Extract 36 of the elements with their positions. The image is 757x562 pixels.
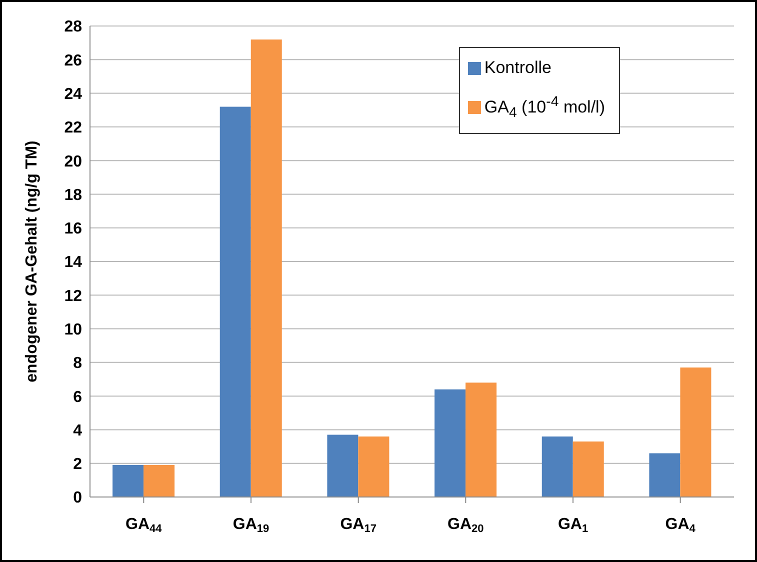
bar — [144, 465, 175, 497]
x-tick-label: GA$_{44}$ — [126, 516, 163, 535]
y-tick-label: 0 — [73, 490, 82, 507]
bar — [466, 382, 497, 497]
y-tick-label: 16 — [64, 220, 82, 238]
bar — [112, 465, 144, 497]
y-tick-label: 2 — [73, 456, 82, 474]
bar — [572, 441, 604, 497]
bar — [680, 367, 712, 497]
x-tick-label: GA$_{17}$ — [340, 516, 376, 535]
bar — [434, 389, 466, 497]
legend-label: Kontrolle — [484, 58, 552, 78]
bar — [220, 106, 251, 497]
bar — [327, 434, 358, 497]
y-tick-label: 4 — [73, 422, 82, 440]
y-tick-label: 18 — [64, 186, 82, 204]
y-tick-label: 14 — [64, 254, 82, 272]
x-tick-label: GA$_{4}$ — [665, 516, 696, 535]
y-tick-label: 20 — [64, 153, 82, 170]
bar — [649, 453, 680, 497]
y-tick-label: 28 — [64, 18, 82, 36]
bar — [358, 436, 390, 497]
y-tick-label: 6 — [73, 388, 82, 406]
y-tick-label: 12 — [64, 288, 82, 305]
bar — [250, 39, 282, 497]
x-tick-label: GA$_{19}$ — [232, 516, 270, 535]
x-tick-label: GA$_{1}$ — [558, 516, 588, 535]
bar — [542, 436, 573, 497]
y-tick-label: 22 — [64, 120, 82, 137]
x-tick-label: GA$_{20}$ — [448, 516, 484, 535]
legend-label: GA$_{4}$ (10$^{-4}$ mol/l) — [484, 93, 605, 124]
y-tick-label: 8 — [73, 355, 82, 372]
y-axis-title: endogener GA-Gehalt (ng/g TM) — [24, 140, 41, 382]
y-tick-label: 26 — [64, 52, 82, 70]
y-tick-label: 10 — [64, 321, 82, 338]
y-tick-label: 24 — [64, 86, 82, 103]
